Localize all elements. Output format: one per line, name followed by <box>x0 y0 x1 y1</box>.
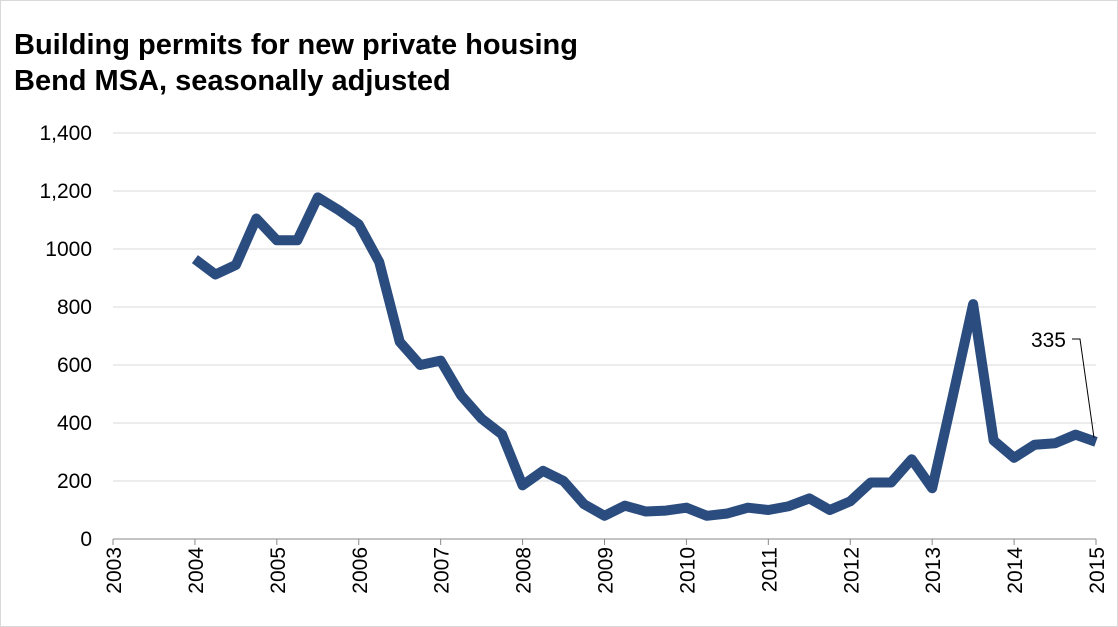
x-tick-label: 2012 <box>840 547 863 594</box>
x-tick-label: 2010 <box>676 547 699 594</box>
x-tick-label: 2005 <box>267 547 290 594</box>
annotation: 335 <box>1031 329 1066 352</box>
data-line <box>191 192 1098 521</box>
annotation-leader <box>1072 338 1095 438</box>
y-tick-label: 1,200 <box>39 180 92 203</box>
x-tick-label: 2003 <box>103 547 126 594</box>
y-tick-label: 400 <box>57 412 92 435</box>
x-tick-label: 2009 <box>595 547 618 594</box>
y-tick-label: 0 <box>80 528 92 551</box>
y-tick-label: 200 <box>57 470 92 493</box>
y-tick-label: 800 <box>57 296 92 319</box>
x-tick-label: 2007 <box>431 547 454 594</box>
chart-title: Building permits for new private housing <box>14 29 578 61</box>
y-tick-label: 600 <box>57 354 92 377</box>
x-tick-label: 2014 <box>1004 547 1027 594</box>
x-tick-label: 2004 <box>185 547 208 594</box>
x-tick-label: 2013 <box>922 547 945 594</box>
y-tick-label: 1,400 <box>39 122 92 145</box>
x-tick-label: 2015 <box>1086 547 1109 594</box>
chart-subtitle: Bend MSA, seasonally adjusted <box>14 65 451 97</box>
y-tick-label: 1000 <box>45 238 92 261</box>
x-tick-label: 2006 <box>349 547 372 594</box>
x-tick-label: 2008 <box>513 547 536 594</box>
x-tick-label: 2011 <box>758 547 781 592</box>
